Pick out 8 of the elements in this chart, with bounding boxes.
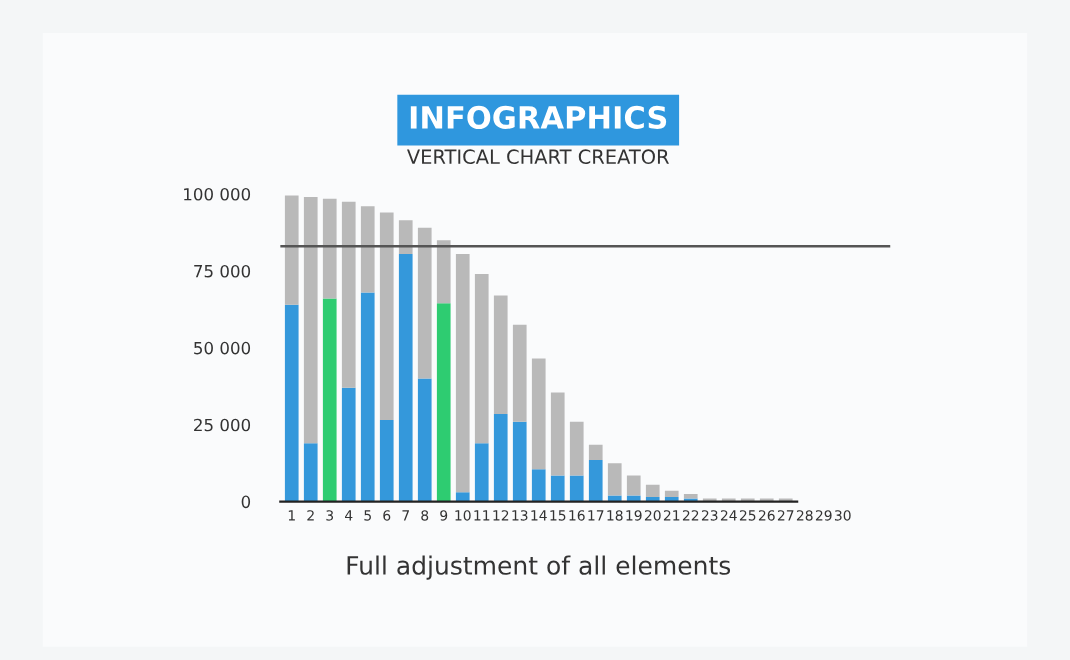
y-tick-label: 25 000 [194,418,251,432]
text: Full adjustment of all elements [347,555,731,580]
y-tick-label: 50 000 [194,341,251,355]
y-tick-label: 100 000 [184,188,251,201]
y-tick-label: 75 000 [194,264,251,278]
y-tick-label: 0 [241,495,251,509]
chart-title: INFOGRAPHICS [410,105,667,129]
chart-subtitle: VERTICAL CHART CREATOR [407,149,670,165]
